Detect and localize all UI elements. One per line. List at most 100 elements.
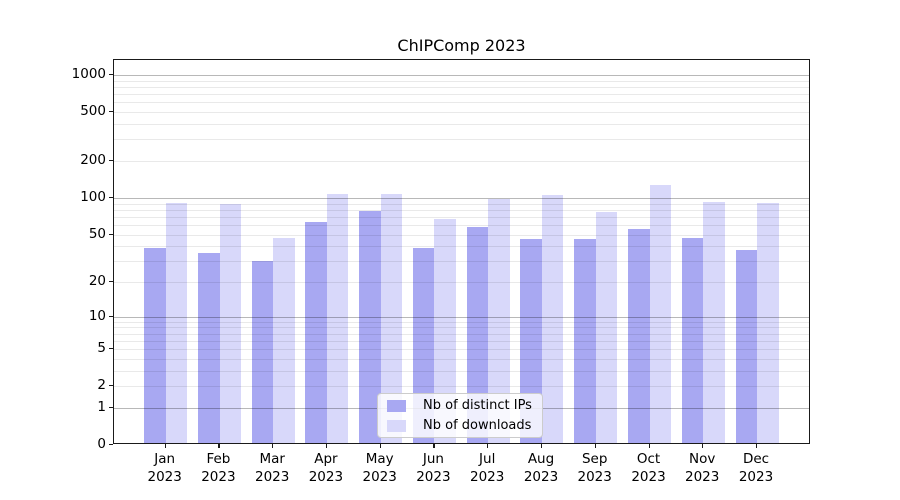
x-tick-label-mar: Mar 2023 xyxy=(255,451,290,485)
bar-distinct-ips-nov xyxy=(681,238,704,443)
legend-swatch-downloads xyxy=(387,419,406,432)
gridline-30 xyxy=(114,261,809,263)
x-tick-label-sep: Sep 2023 xyxy=(577,451,612,485)
gridline-800 xyxy=(114,87,809,88)
gridline-4 xyxy=(114,358,809,360)
gridline-90 xyxy=(114,203,809,205)
gridline-40 xyxy=(114,246,809,248)
x-tick-label-jan: Jan 2023 xyxy=(147,451,182,485)
x-tick-mark-feb xyxy=(218,444,220,448)
bar-downloads-aug xyxy=(541,195,564,443)
gridline-100 xyxy=(114,197,809,199)
gridline-70 xyxy=(114,216,809,218)
y-tick-label-20: 20 xyxy=(88,273,106,289)
x-tick-mark-jan xyxy=(164,444,166,448)
x-tick-mark-apr xyxy=(325,444,328,448)
bar-downloads-oct xyxy=(649,185,671,443)
y-tick-mark-1 xyxy=(109,406,113,409)
x-tick-label-feb: Feb 2023 xyxy=(201,451,236,485)
x-tick-mark-may xyxy=(379,444,381,448)
gridline-60 xyxy=(114,224,809,226)
bar-distinct-ips-sep xyxy=(574,239,596,443)
gridline-20 xyxy=(114,282,809,283)
x-tick-mark-dec xyxy=(756,444,758,448)
bar-downloads-dec xyxy=(757,203,779,443)
x-tick-mark-nov xyxy=(702,444,704,448)
x-tick-mark-jul xyxy=(487,444,489,448)
y-tick-mark-200 xyxy=(109,160,113,162)
gridline-300 xyxy=(114,139,809,141)
x-tick-mark-mar xyxy=(272,444,274,448)
y-tick-mark-5 xyxy=(109,348,113,350)
y-tick-mark-1000 xyxy=(109,74,113,76)
gridline-1000 xyxy=(114,75,809,76)
bar-downloads-jan xyxy=(165,203,188,443)
bar-downloads-feb xyxy=(219,203,241,443)
gridline-5 xyxy=(114,349,809,351)
gridline-900 xyxy=(114,80,809,82)
bar-distinct-ips-oct xyxy=(628,229,650,443)
bar-downloads-apr xyxy=(326,194,349,443)
gridline-6 xyxy=(114,340,809,342)
bar-distinct-ips-may xyxy=(359,211,381,443)
x-tick-mark-aug xyxy=(541,444,543,448)
y-tick-label-2: 2 xyxy=(97,377,106,394)
bar-distinct-ips-aug xyxy=(520,239,542,443)
gridline-7 xyxy=(114,333,809,335)
y-tick-mark-20 xyxy=(109,281,113,283)
bar-distinct-ips-feb xyxy=(198,252,220,443)
x-tick-label-dec: Dec 2023 xyxy=(738,451,774,485)
y-tick-label-10: 10 xyxy=(88,307,106,324)
bar-downloads-sep xyxy=(595,211,618,443)
x-tick-label-apr: Apr 2023 xyxy=(308,451,344,485)
x-tick-label-jun: Jun 2023 xyxy=(416,451,451,485)
legend-swatch-distinct-ips xyxy=(387,399,406,412)
y-tick-mark-100 xyxy=(109,196,113,199)
gridline-200 xyxy=(114,161,809,162)
y-tick-label-5: 5 xyxy=(97,340,106,357)
bar-downloads-jul xyxy=(488,198,510,443)
y-tick-label-0: 0 xyxy=(97,436,106,452)
legend-label-downloads: Nb of downloads xyxy=(423,418,532,433)
bar-distinct-ips-dec xyxy=(735,249,757,443)
bar-downloads-mar xyxy=(273,238,295,443)
y-tick-mark-50 xyxy=(109,233,113,235)
bar-distinct-ips-jul xyxy=(466,226,489,443)
y-tick-mark-0 xyxy=(109,444,113,446)
y-tick-mark-10 xyxy=(109,315,113,317)
y-tick-mark-2 xyxy=(109,385,113,387)
legend: Nb of distinct IPs Nb of downloads xyxy=(377,393,543,438)
legend-item-downloads: Nb of downloads xyxy=(387,417,534,434)
bar-downloads-nov xyxy=(703,201,725,443)
gridline-600 xyxy=(114,102,809,104)
gridline-80 xyxy=(114,209,809,211)
gridline-8 xyxy=(114,327,809,329)
gridline-400 xyxy=(114,124,809,125)
x-tick-label-nov: Nov 2023 xyxy=(685,451,720,485)
gridline-3 xyxy=(114,370,809,372)
y-tick-label-1000: 1000 xyxy=(71,66,106,82)
gridline-700 xyxy=(114,94,809,96)
legend-item-distinct-ips: Nb of distinct IPs xyxy=(387,397,534,414)
gridline-9 xyxy=(114,321,809,323)
y-tick-mark-500 xyxy=(109,111,113,113)
gridline-500 xyxy=(114,112,809,114)
gridline-10 xyxy=(114,316,809,318)
y-tick-label-200: 200 xyxy=(80,152,106,168)
bar-distinct-ips-jan xyxy=(144,248,166,443)
x-tick-mark-sep xyxy=(594,444,596,448)
y-tick-label-500: 500 xyxy=(80,103,106,120)
bar-distinct-ips-apr xyxy=(305,222,327,443)
bar-downloads-jun xyxy=(434,218,456,443)
x-tick-label-oct: Oct 2023 xyxy=(631,451,666,485)
y-tick-label-1: 1 xyxy=(97,398,106,415)
x-tick-mark-jun xyxy=(433,444,435,448)
chart-title: ChIPComp 2023 xyxy=(397,36,526,55)
gridline-2 xyxy=(114,386,809,388)
plot-area xyxy=(113,59,810,444)
x-tick-mark-oct xyxy=(648,444,650,448)
y-tick-label-50: 50 xyxy=(88,225,106,242)
bar-downloads-may xyxy=(380,194,403,443)
bar-distinct-ips-mar xyxy=(251,260,274,443)
